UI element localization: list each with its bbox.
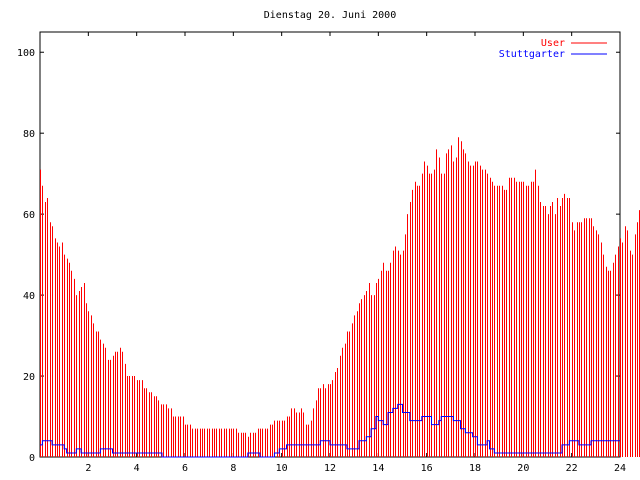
legend: User Stuttgarter xyxy=(499,38,607,60)
y-axis: 0 20 40 60 80 100 xyxy=(17,48,620,464)
y-tick-label: 40 xyxy=(23,291,35,302)
legend-label-user: User xyxy=(541,38,565,49)
x-tick-label: 8 xyxy=(230,463,236,474)
y-tick-label: 80 xyxy=(23,129,35,140)
x-tick-label: 12 xyxy=(324,463,336,474)
x-tick-label: 18 xyxy=(469,463,481,474)
y-tick-label: 0 xyxy=(29,453,35,464)
x-tick-label: 4 xyxy=(134,463,140,474)
y-tick-label: 60 xyxy=(23,210,35,221)
x-tick-label: 22 xyxy=(566,463,578,474)
x-tick-label: 10 xyxy=(276,463,288,474)
chart-title: Dienstag 20. Juni 2000 xyxy=(264,10,396,21)
legend-label-stuttgarter: Stuttgarter xyxy=(499,49,565,60)
stuttgarter-series-line xyxy=(40,403,620,458)
user-series xyxy=(40,137,640,457)
x-tick-label: 14 xyxy=(372,463,384,474)
x-tick-label: 24 xyxy=(614,463,626,474)
x-tick-label: 2 xyxy=(85,463,91,474)
y-tick-label: 100 xyxy=(17,48,35,59)
x-tick-label: 16 xyxy=(421,463,433,474)
y-tick-label: 20 xyxy=(23,372,35,383)
x-tick-label: 20 xyxy=(517,463,529,474)
x-tick-label: 6 xyxy=(182,463,188,474)
